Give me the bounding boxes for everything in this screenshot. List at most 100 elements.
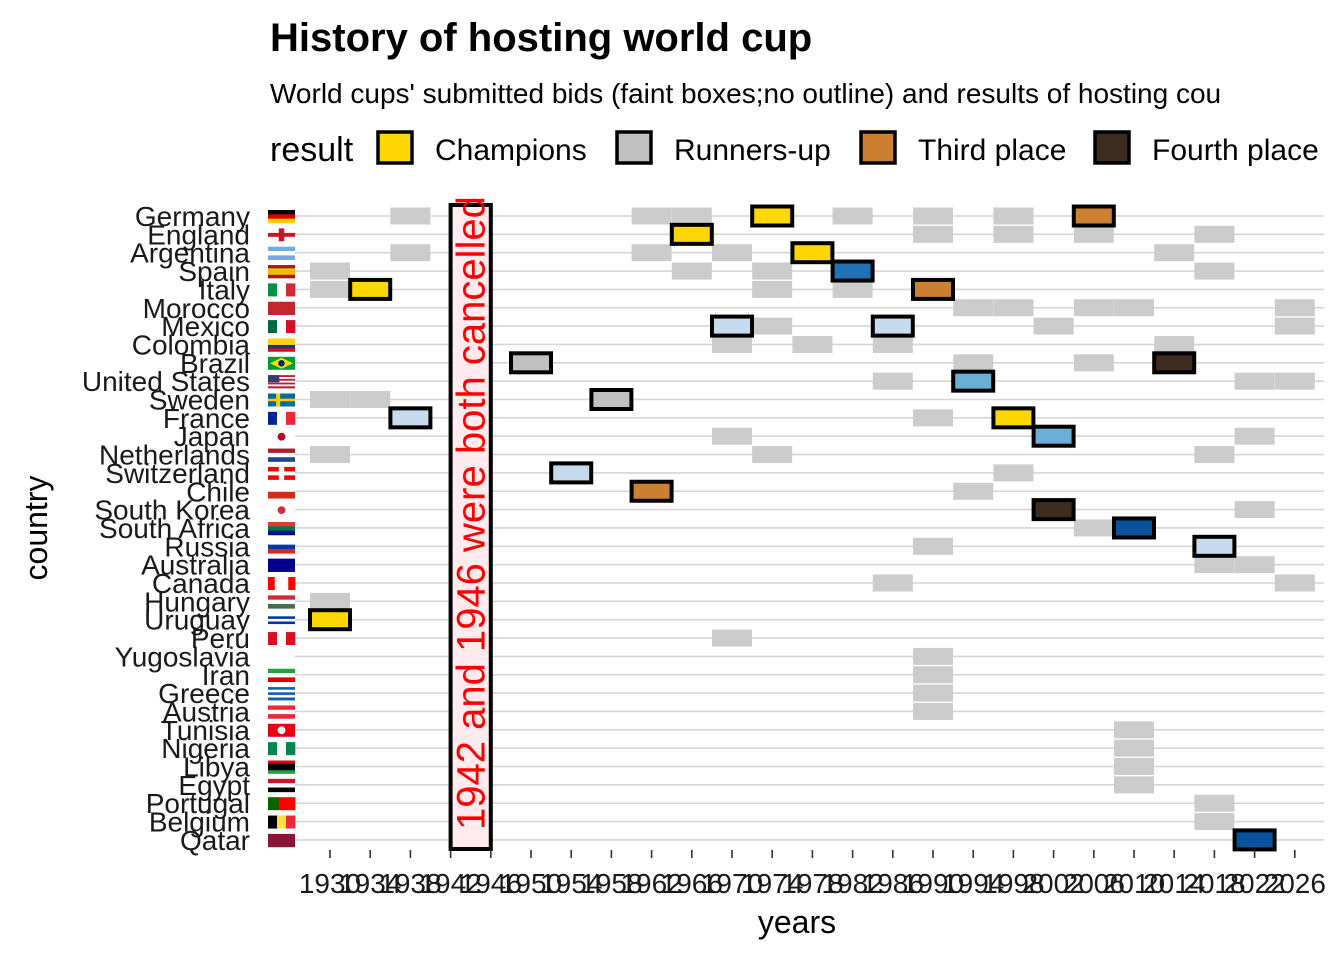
flag-icon xyxy=(268,650,295,664)
bid-box xyxy=(310,592,350,610)
x-tick-label: 2022 xyxy=(1223,868,1285,899)
y-tick-label: Chile xyxy=(186,476,250,507)
bid-box xyxy=(913,666,953,684)
bid-box xyxy=(913,684,953,702)
y-tick-label: England xyxy=(147,219,250,250)
y-tick-label: Russia xyxy=(164,531,250,562)
bid-box xyxy=(1114,721,1154,739)
plot-area: 1942 and 1946 were both cancelled Germany… xyxy=(82,196,1326,899)
bid-box xyxy=(390,207,431,225)
flag-icon xyxy=(268,705,295,719)
x-tick-label: 1950 xyxy=(500,868,562,899)
bid-box xyxy=(1194,813,1235,831)
x-tick-label: 1938 xyxy=(379,868,441,899)
x-tick-label: 1986 xyxy=(862,868,924,899)
y-tick-label: Canada xyxy=(152,568,251,599)
host-box xyxy=(308,608,352,632)
flag-icon xyxy=(268,558,295,572)
host-box xyxy=(1031,424,1076,448)
flag-icon xyxy=(268,540,295,554)
bid-box xyxy=(310,446,350,464)
cancelled-years-band xyxy=(448,203,493,851)
bid-box xyxy=(1073,225,1114,243)
flag-icon xyxy=(268,265,295,279)
flag-icon xyxy=(268,760,295,774)
flag-icon xyxy=(268,723,295,737)
y-tick-label: United States xyxy=(82,366,250,397)
host-box xyxy=(790,241,835,265)
y-tick-label: Mexico xyxy=(161,311,250,342)
y-tick-label: Austria xyxy=(163,696,251,727)
x-tick-label: 1954 xyxy=(540,868,602,899)
bid-box xyxy=(913,225,953,243)
x-tick-label: 2002 xyxy=(1022,868,1084,899)
y-tick-label: Argentina xyxy=(130,238,250,269)
bid-box xyxy=(1114,299,1154,317)
bid-box xyxy=(1274,317,1315,335)
y-tick-label: Belgium xyxy=(149,807,250,838)
bid-box xyxy=(712,427,752,445)
bid-box xyxy=(832,280,873,298)
host-box xyxy=(1031,498,1076,522)
bid-box xyxy=(752,446,793,464)
flag-icon xyxy=(268,283,296,297)
x-tick-label: 1974 xyxy=(741,868,803,899)
x-tick-label: 2006 xyxy=(1063,868,1125,899)
y-tick-label: Netherlands xyxy=(99,440,250,471)
bid-box xyxy=(1194,794,1235,812)
x-tick-label: 1978 xyxy=(781,868,843,899)
y-tick-label: Yugoslavia xyxy=(115,641,251,672)
flag-icon xyxy=(268,246,295,260)
bid-box xyxy=(993,299,1034,317)
y-tick-label: Peru xyxy=(191,623,250,654)
bid-box xyxy=(671,207,712,225)
host-box xyxy=(830,259,875,283)
cancelled-note: 1942 and 1946 were both cancelled xyxy=(450,196,494,830)
bid-box xyxy=(1073,299,1114,317)
host-box xyxy=(710,314,754,338)
x-tick-label: 1982 xyxy=(821,868,883,899)
bid-box xyxy=(1234,556,1275,574)
flag-icon xyxy=(268,778,295,793)
host-box xyxy=(629,479,674,503)
host-box xyxy=(1071,204,1116,228)
bid-box xyxy=(1194,262,1235,280)
host-box xyxy=(1112,516,1156,540)
flag-icon xyxy=(268,338,295,352)
y-tick-label: Libya xyxy=(183,752,250,783)
bid-box xyxy=(631,244,672,262)
legend-key-third-place xyxy=(859,130,897,165)
flag-icon xyxy=(268,521,295,536)
host-box xyxy=(991,406,1036,430)
y-tick-label: Nigeria xyxy=(161,733,250,764)
bid-box xyxy=(1274,299,1315,317)
y-tick-label: Italy xyxy=(199,274,250,305)
flag-icon xyxy=(268,742,296,756)
flag-icon xyxy=(268,485,295,499)
bid-box xyxy=(1033,317,1074,335)
bid-box xyxy=(1234,427,1275,445)
bid-box xyxy=(872,372,913,390)
host-box xyxy=(750,204,795,228)
host-box xyxy=(951,369,996,393)
chart-subtitle: World cups' submitted bids (faint boxes;… xyxy=(270,78,1221,109)
y-tick-label: South Korea xyxy=(94,495,250,526)
y-tick-label: South Africa xyxy=(99,513,250,544)
bid-box xyxy=(350,391,391,408)
bid-box xyxy=(1274,372,1315,390)
x-tick-label: 2018 xyxy=(1183,868,1245,899)
legend-key-fourth-place xyxy=(1093,130,1131,165)
y-tick-label: Hungary xyxy=(144,586,250,617)
bid-box xyxy=(913,207,953,225)
bid-box xyxy=(1073,354,1114,372)
host-box xyxy=(589,388,634,411)
flag-icon xyxy=(268,228,295,242)
bid-box xyxy=(1114,739,1154,757)
bid-box xyxy=(310,280,350,298)
y-tick-label: Germany xyxy=(135,201,250,232)
host-box xyxy=(509,351,553,375)
x-tick-label: 1946 xyxy=(460,868,522,899)
y-tick-label: Japan xyxy=(174,421,250,452)
flag-icon xyxy=(268,466,295,480)
bid-box xyxy=(1194,446,1235,464)
